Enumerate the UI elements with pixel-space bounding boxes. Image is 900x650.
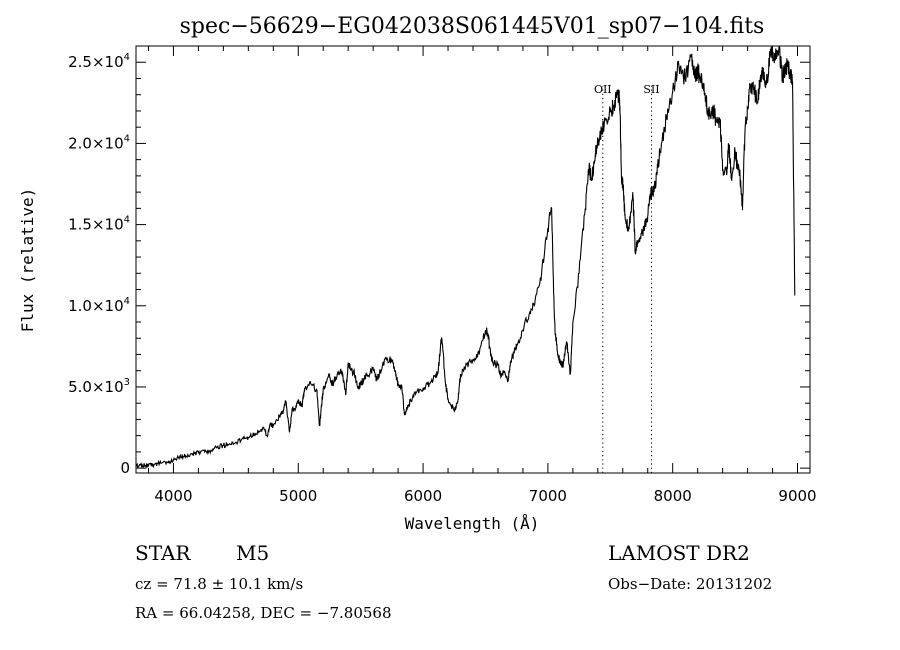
y-tick-label: 1.0×104 [68, 296, 130, 315]
x-axis-label: Wavelength (Å) [405, 514, 540, 533]
object-subclass: M5 [236, 541, 270, 565]
y-tick-label: 0 [120, 459, 130, 477]
y-tick-label: 2.5×104 [68, 52, 130, 71]
y-tick-label: 2.0×104 [68, 133, 130, 152]
redshift-velocity: cz = 71.8 ± 10.1 km/s [135, 575, 304, 593]
survey-name: LAMOST DR2 [608, 541, 750, 565]
chart-title: spec−56629−EG042038S061445V01_sp07−104.f… [180, 14, 765, 39]
x-tick-label: 5000 [279, 487, 317, 505]
x-tick-labels: 4000 5000 6000 7000 8000 9000 [154, 487, 816, 505]
y-axis-label: Flux (relative) [18, 188, 37, 333]
x-tick-label: 4000 [154, 487, 192, 505]
reference-line-label: OII [594, 83, 612, 96]
reference-lines: OII SII [594, 83, 660, 473]
x-tick-label: 6000 [404, 487, 442, 505]
y-tick-label: 1.5×104 [68, 215, 130, 234]
y-tick-labels: 0 5.0×103 1.0×104 1.5×104 2.0×104 2.5×104 [68, 52, 130, 477]
spectrum-line [135, 45, 796, 469]
reference-line-label: SII [643, 83, 659, 96]
x-tick-label: 8000 [654, 487, 692, 505]
x-tick-label: 7000 [529, 487, 567, 505]
object-class: STAR [135, 541, 191, 565]
x-tick-label: 9000 [778, 487, 816, 505]
y-tick-label: 5.0×103 [68, 377, 130, 396]
coordinates: RA = 66.04258, DEC = −7.80568 [135, 604, 392, 622]
plot-axes [135, 45, 811, 474]
observation-date: Obs−Date: 20131202 [608, 575, 773, 593]
